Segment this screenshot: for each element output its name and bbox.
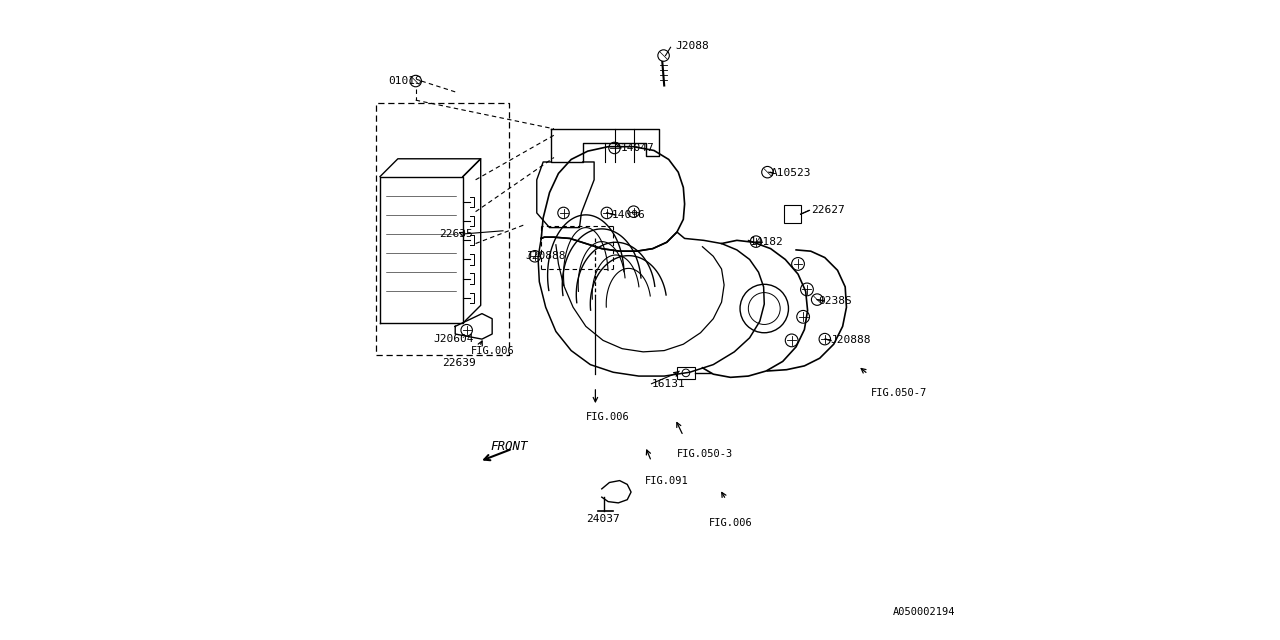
Text: A10523: A10523 — [771, 168, 812, 179]
Text: 24037: 24037 — [586, 514, 620, 524]
Text: 14096: 14096 — [612, 210, 645, 220]
Text: J20604: J20604 — [433, 334, 474, 344]
Text: 22627: 22627 — [810, 205, 845, 216]
Text: J20888: J20888 — [829, 335, 870, 346]
Text: FIG.091: FIG.091 — [645, 476, 689, 486]
Text: FIG.006: FIG.006 — [709, 518, 753, 527]
Text: FIG.006: FIG.006 — [586, 412, 630, 422]
Text: J2088: J2088 — [675, 41, 709, 51]
Text: 22639: 22639 — [443, 358, 476, 369]
Text: FRONT: FRONT — [490, 440, 527, 452]
Text: FIG.006: FIG.006 — [471, 346, 515, 356]
Text: 16131: 16131 — [652, 379, 685, 388]
Text: 0101S: 0101S — [388, 76, 422, 86]
Text: 14182: 14182 — [750, 237, 783, 247]
Text: J20888: J20888 — [525, 252, 566, 261]
Text: 0238S: 0238S — [818, 296, 852, 306]
Text: A050002194: A050002194 — [893, 607, 955, 617]
Text: FIG.050-3: FIG.050-3 — [677, 449, 733, 459]
Text: 14047: 14047 — [621, 143, 654, 153]
Text: FIG.050-7: FIG.050-7 — [870, 388, 927, 398]
Text: 22635: 22635 — [439, 229, 474, 239]
Bar — [677, 367, 695, 379]
Bar — [785, 205, 800, 223]
